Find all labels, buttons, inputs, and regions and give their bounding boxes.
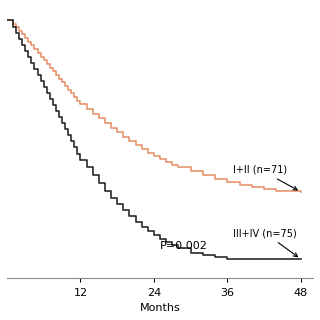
Text: I+II (n=71): I+II (n=71)	[234, 165, 297, 190]
Text: P=0.002: P=0.002	[160, 241, 208, 251]
Text: III+IV (n=75): III+IV (n=75)	[234, 228, 298, 257]
X-axis label: Months: Months	[140, 303, 180, 313]
